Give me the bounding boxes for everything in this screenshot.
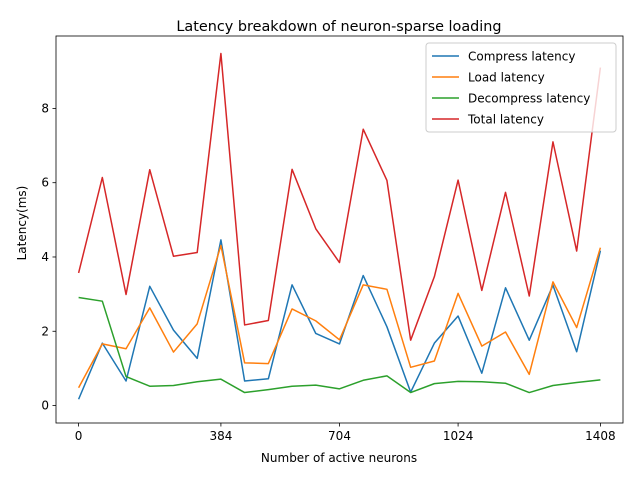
legend-label-1: Load latency (468, 71, 545, 85)
x-tick-label: 0 (75, 429, 83, 443)
x-axis-label: Number of active neurons (261, 451, 417, 465)
y-tick-label: 4 (41, 250, 49, 264)
legend-box (425, 42, 617, 133)
x-tick-label: 384 (209, 429, 232, 443)
y-tick-label: 6 (41, 176, 49, 190)
x-tick-label: 704 (328, 429, 351, 443)
series-line-0 (77, 239, 602, 400)
series-line-3 (77, 52, 602, 341)
legend-label-3: Total latency (467, 113, 544, 127)
legend: Compress latency Load latency Decompress l… (425, 42, 617, 133)
chart-title: Latency breakdown of neuron-sparse loadi… (176, 19, 501, 35)
plot-area: 0 384 704 1024 1408 0 2 4 6 8 (41, 35, 624, 443)
y-tick-label: 2 (41, 324, 49, 338)
legend-label-0: Compress latency (468, 50, 575, 64)
series-line-1 (77, 244, 602, 389)
x-tick-label: 1408 (585, 429, 616, 443)
legend-label-2: Decompress latency (468, 92, 590, 106)
y-tick-label: 0 (41, 399, 49, 413)
y-tick-label: 8 (41, 101, 49, 115)
y-axis-label: Latency(ms) (15, 186, 29, 261)
series-line-2 (78, 296, 601, 394)
x-tick-label: 1024 (443, 429, 474, 443)
